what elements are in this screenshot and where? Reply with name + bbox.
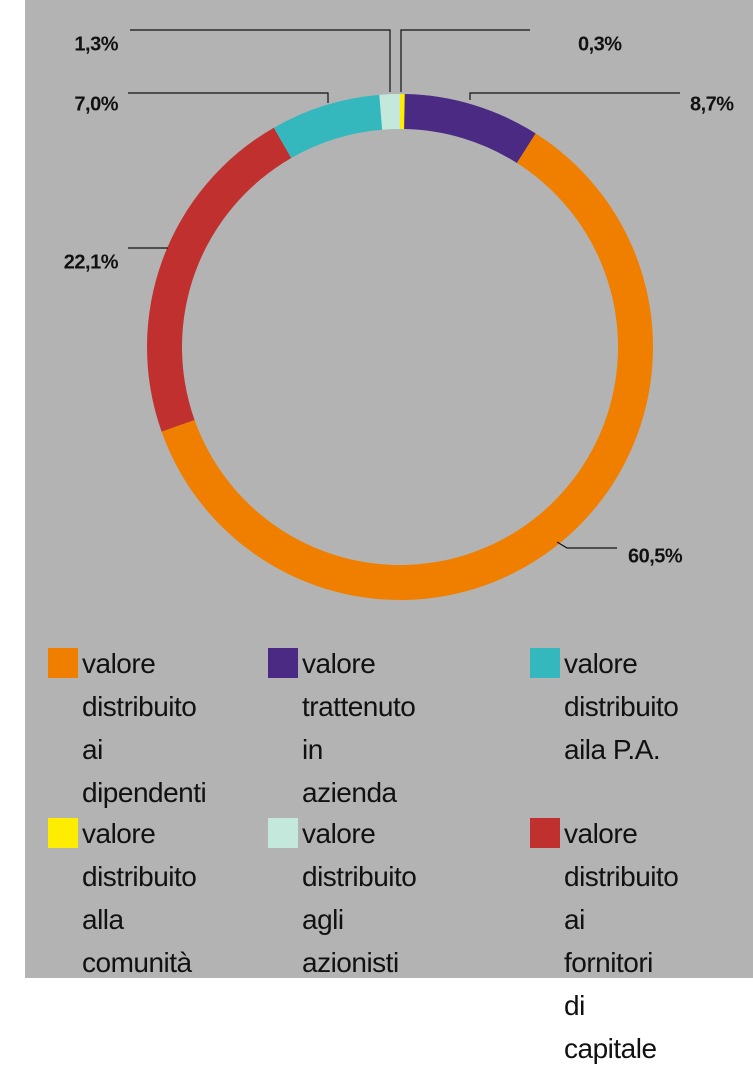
legend-swatch (268, 818, 298, 848)
value-label: 60,5% (628, 545, 683, 567)
value-label: 1,3% (74, 33, 118, 55)
legend-label: valore distribuito ai dipendenti (82, 648, 207, 808)
leader-line (400, 29, 530, 92)
value-label: 22,1% (64, 251, 119, 273)
leader-line (128, 92, 329, 103)
legend-swatch (268, 648, 298, 678)
leader-line (556, 541, 617, 549)
donut-segment (379, 94, 400, 130)
legend-swatch (48, 648, 78, 678)
leader-line (469, 92, 680, 100)
legend-swatch (530, 818, 560, 848)
donut-segment (404, 94, 536, 164)
legend-label: valore distribuito aila P.A. (564, 648, 679, 765)
legend-swatch (48, 818, 78, 848)
value-label: 7,0% (74, 93, 118, 115)
value-label: 0,3% (578, 33, 622, 55)
donut-segment (147, 127, 292, 432)
donut-segment (400, 94, 405, 130)
legend-label: valore distribuito agli azionisti (302, 818, 417, 978)
legend-label: valore trattenuto in azienda (302, 648, 416, 808)
leader-line (130, 29, 391, 92)
panel (25, 0, 753, 978)
page: 0,3% 8,7% 60,5% 22,1% 7,0% 1,3% valore distri… (25, 0, 753, 1064)
chart: 0,3% 8,7% 60,5% 22,1% 7,0% 1,3% (64, 29, 735, 601)
legend-swatch (530, 648, 560, 678)
donut-segment (273, 94, 383, 159)
legend-label: valore distribuito alla comunità (82, 818, 197, 978)
value-label: 8,7% (690, 93, 734, 115)
legend-label: valore distribuito ai fornitori di capit… (564, 818, 679, 1064)
